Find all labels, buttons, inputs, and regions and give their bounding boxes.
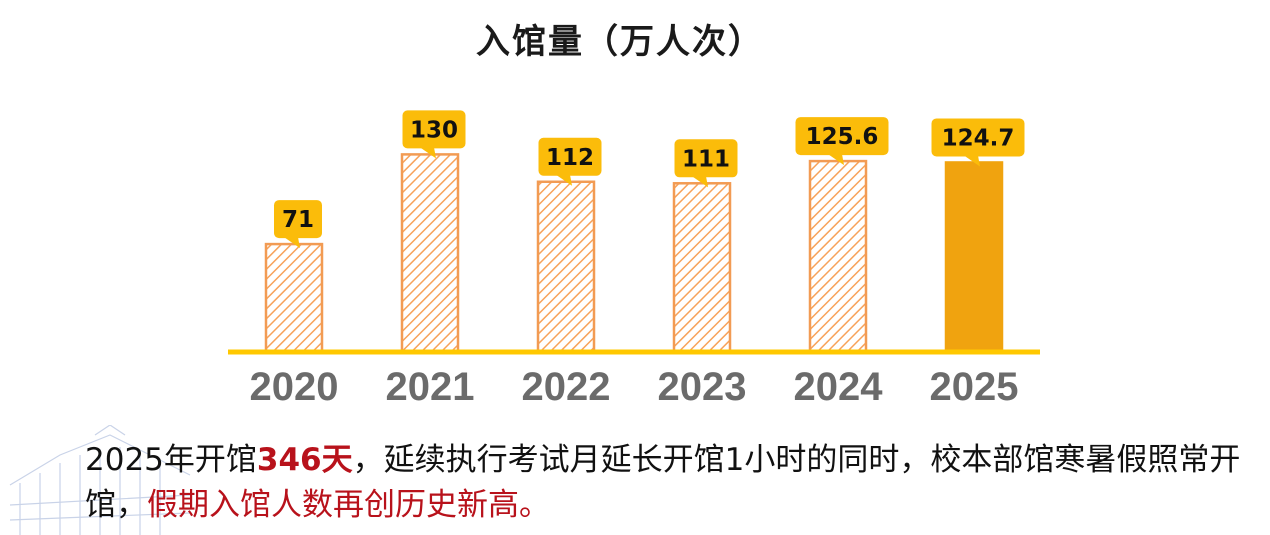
svg-text:112: 112 (546, 145, 594, 171)
x-tick-2022: 2022 (522, 365, 611, 409)
x-tick-2024: 2024 (794, 365, 884, 409)
x-tick-2021: 2021 (386, 365, 475, 409)
caption: 2025年开馆346天，延续执行考试月延长开馆1小时的同时，校本部馆寒暑假照常开… (85, 438, 1265, 528)
data-label-2025: 124.7 (931, 118, 1025, 167)
x-tick-2023: 2023 (658, 365, 747, 409)
data-label-2022: 112 (538, 137, 602, 186)
bar-2022 (536, 180, 596, 354)
library-building-sketch (9, 425, 191, 535)
caption-text-2: ，延续执行考试月延长开馆1小时的同时，校本部馆寒暑假照常开馆， (85, 442, 1241, 523)
data-label-2021: 130 (402, 110, 466, 159)
caption-record-highlight: 假期入馆人数再创历史新高。 (147, 487, 550, 523)
caption-text-1: 2025年开馆 (85, 442, 257, 478)
svg-text:124.7: 124.7 (942, 125, 1015, 151)
bar-2025 (944, 161, 1004, 354)
data-label-2020: 71 (274, 200, 322, 249)
bar-2023 (672, 182, 732, 354)
svg-text:130: 130 (410, 117, 458, 143)
chart-title: 入馆量（万人次） (476, 22, 764, 62)
svg-text:111: 111 (682, 146, 730, 172)
bar-2024 (808, 159, 868, 354)
x-tick-2025: 2025 (930, 365, 1019, 409)
bar-2021 (400, 153, 460, 354)
x-tick-2020: 2020 (250, 365, 339, 409)
bar-chart: 71 130 112 111 125.6 124.7 2020 2021 2022 2023 20… (228, 110, 1040, 409)
caption-days-highlight: 346天 (256, 442, 353, 478)
data-label-2023: 111 (674, 139, 738, 188)
svg-text:125.6: 125.6 (806, 124, 879, 150)
data-label-2024: 125.6 (795, 117, 889, 166)
bar-2020 (264, 242, 324, 354)
svg-text:71: 71 (282, 207, 314, 233)
